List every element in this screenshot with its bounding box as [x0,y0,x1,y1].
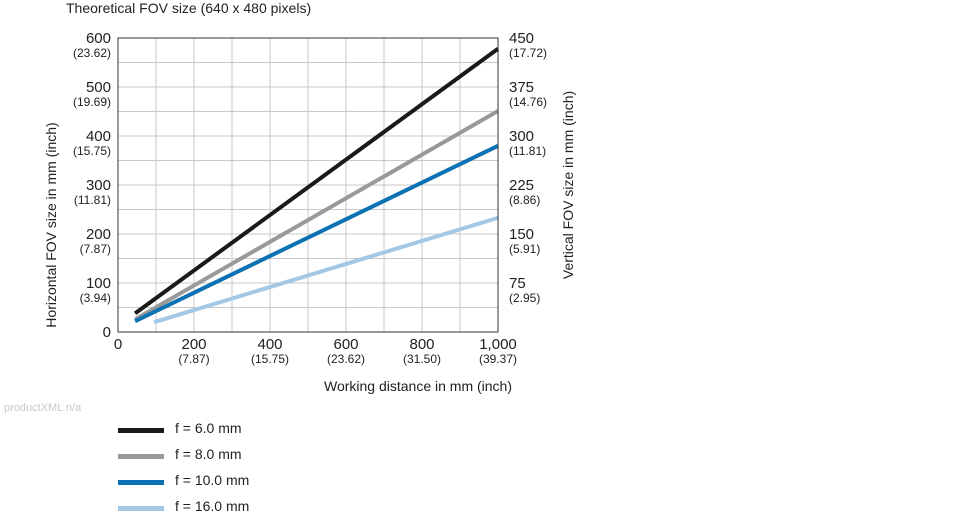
y-right-tick-sublabel: (8.86) [509,193,540,207]
legend-swatch [118,506,164,511]
x-tick-sublabel: (15.75) [251,352,289,366]
y-left-tick-sublabel: (7.87) [80,242,111,256]
y-left-tick-label: 400 [86,128,111,145]
x-tick-label: 0 [114,336,122,353]
series-layer [133,47,500,325]
y-right-tick-label: 450 [509,30,534,47]
legend-item: f = 6.0 mm [118,420,318,446]
y-left-tick-label: 300 [86,177,111,194]
series-line [134,143,499,324]
watermark-text: productXML n/a [4,402,82,414]
legend-item: f = 8.0 mm [118,446,318,472]
series-line [153,215,499,325]
legend-swatch [118,428,164,433]
y-right-tick-label: 375 [509,79,534,96]
y-left-tick-sublabel: (3.94) [80,291,111,305]
series-line [133,47,500,316]
x-tick-label: 200 [181,336,206,353]
legend-item: f = 10.0 mm [118,472,318,498]
y-left-tick-label: 500 [86,79,111,96]
grid-layer [118,38,498,332]
y-right-tick-sublabel: (17.72) [509,46,547,60]
y-left-tick-label: 600 [86,30,111,47]
legend-swatch [118,480,164,485]
legend-label: f = 8.0 mm [175,446,242,462]
x-tick-sublabel: (23.62) [327,352,365,366]
legend: f = 6.0 mm f = 8.0 mm f = 10.0 mm f = 16… [118,420,318,524]
series-line [134,109,499,322]
y-left-tick-sublabel: (11.81) [74,193,111,207]
plot-frame [117,37,499,333]
legend-label: f = 16.0 mm [175,498,250,514]
x-tick-sublabel: (7.87) [178,352,209,366]
y-right-tick-sublabel: (5.91) [509,242,540,256]
chart-title: Theoretical FOV size (640 x 480 pixels) [66,0,312,16]
x-tick-sublabel: (39.37) [479,352,517,366]
y-right-tick-sublabel: (2.95) [509,291,540,305]
y-right-tick-label: 75 [509,275,526,292]
y-left-tick-label: 100 [86,275,111,292]
y-left-tick-sublabel: (23.62) [73,46,111,60]
y-right-tick-label: 150 [509,226,534,243]
tick-layer: 0 200(7.87)400(15.75)600(23.62)800(31.50)… [73,30,547,366]
x-tick-label: 600 [333,336,358,353]
x-tick-label: 800 [409,336,434,353]
x-tick-label: 400 [257,336,282,353]
y-right-tick-label: 300 [509,128,534,145]
y-left-tick-label: 200 [86,226,111,243]
legend-label: f = 10.0 mm [175,472,250,488]
y-right-tick-label: 225 [509,177,534,194]
y-right-tick-sublabel: (11.81) [509,144,546,158]
y-left-tick-sublabel: (15.75) [73,144,111,158]
y-axis-label-left: Horizontal FOV size in mm (inch) [43,122,59,327]
legend-swatch [118,454,164,459]
x-axis-label: Working distance in mm (inch) [324,378,512,394]
y-left-tick-sublabel: (19.69) [73,95,111,109]
x-tick-label: 1,000 [479,336,517,353]
fov-line-chart: 0 200(7.87)400(15.75)600(23.62)800(31.50)… [43,30,576,394]
legend-item: f = 16.0 mm [118,498,318,524]
x-tick-sublabel: (31.50) [403,352,441,366]
y-axis-label-right: Vertical FOV size in mm (inch) [560,91,576,279]
y-right-tick-sublabel: (14.76) [509,95,547,109]
legend-label: f = 6.0 mm [175,420,242,436]
y-left-tick-label: 0 [103,324,111,341]
